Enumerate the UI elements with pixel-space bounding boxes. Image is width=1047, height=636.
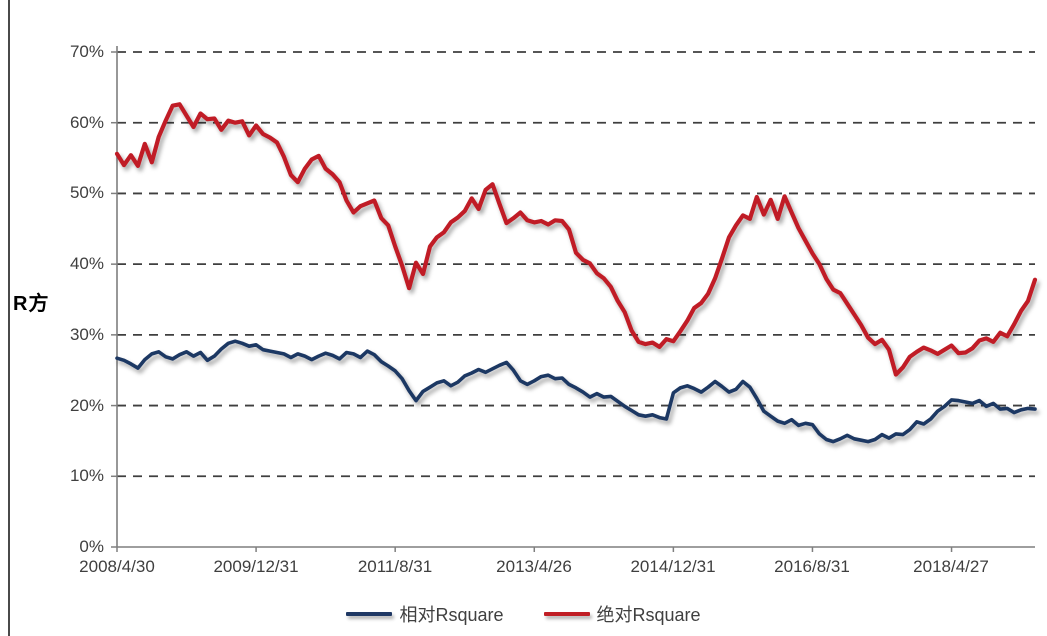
- y-tick-label: 70%: [69, 42, 104, 61]
- y-tick-label: 0%: [79, 537, 104, 556]
- legend-line-swatch-blue: [346, 612, 393, 616]
- y-tick-label: 10%: [69, 466, 104, 485]
- axes: [111, 46, 1035, 552]
- legend-item-relative-rsquare: 相对Rsquare: [346, 601, 504, 627]
- legend-label-absolute-rsquare: 绝对Rsquare: [596, 605, 701, 625]
- x-tick-label: 2011/8/31: [357, 557, 433, 576]
- y-tick-label: 40%: [69, 254, 104, 273]
- series-lines: [114, 102, 1038, 444]
- y-tick-label: 60%: [69, 113, 104, 132]
- x-tick-label: 2018/4/27: [913, 557, 989, 576]
- legend-label-relative-rsquare: 相对Rsquare: [399, 605, 504, 625]
- y-tick-label: 50%: [69, 183, 104, 202]
- legend-item-absolute-rsquare: 绝对Rsquare: [543, 601, 701, 627]
- frame-left-border: [8, 0, 10, 636]
- x-tick-label: 2014/12/31: [630, 557, 716, 576]
- x-tick-label: 2016/8/31: [774, 557, 850, 576]
- x-tick-label: 2013/4/26: [496, 557, 572, 576]
- x-tick-label: 2009/12/31: [213, 557, 299, 576]
- legend-line-swatch-red: [543, 612, 590, 616]
- y-axis-title: R方: [13, 293, 50, 315]
- y-tick-label: 20%: [69, 396, 104, 415]
- legend: 相对Rsquare 绝对Rsquare: [0, 601, 1047, 627]
- y-tick-label: 30%: [69, 325, 104, 344]
- x-tick-label: 2008/4/30: [79, 557, 155, 576]
- gridlines: [117, 51, 1035, 478]
